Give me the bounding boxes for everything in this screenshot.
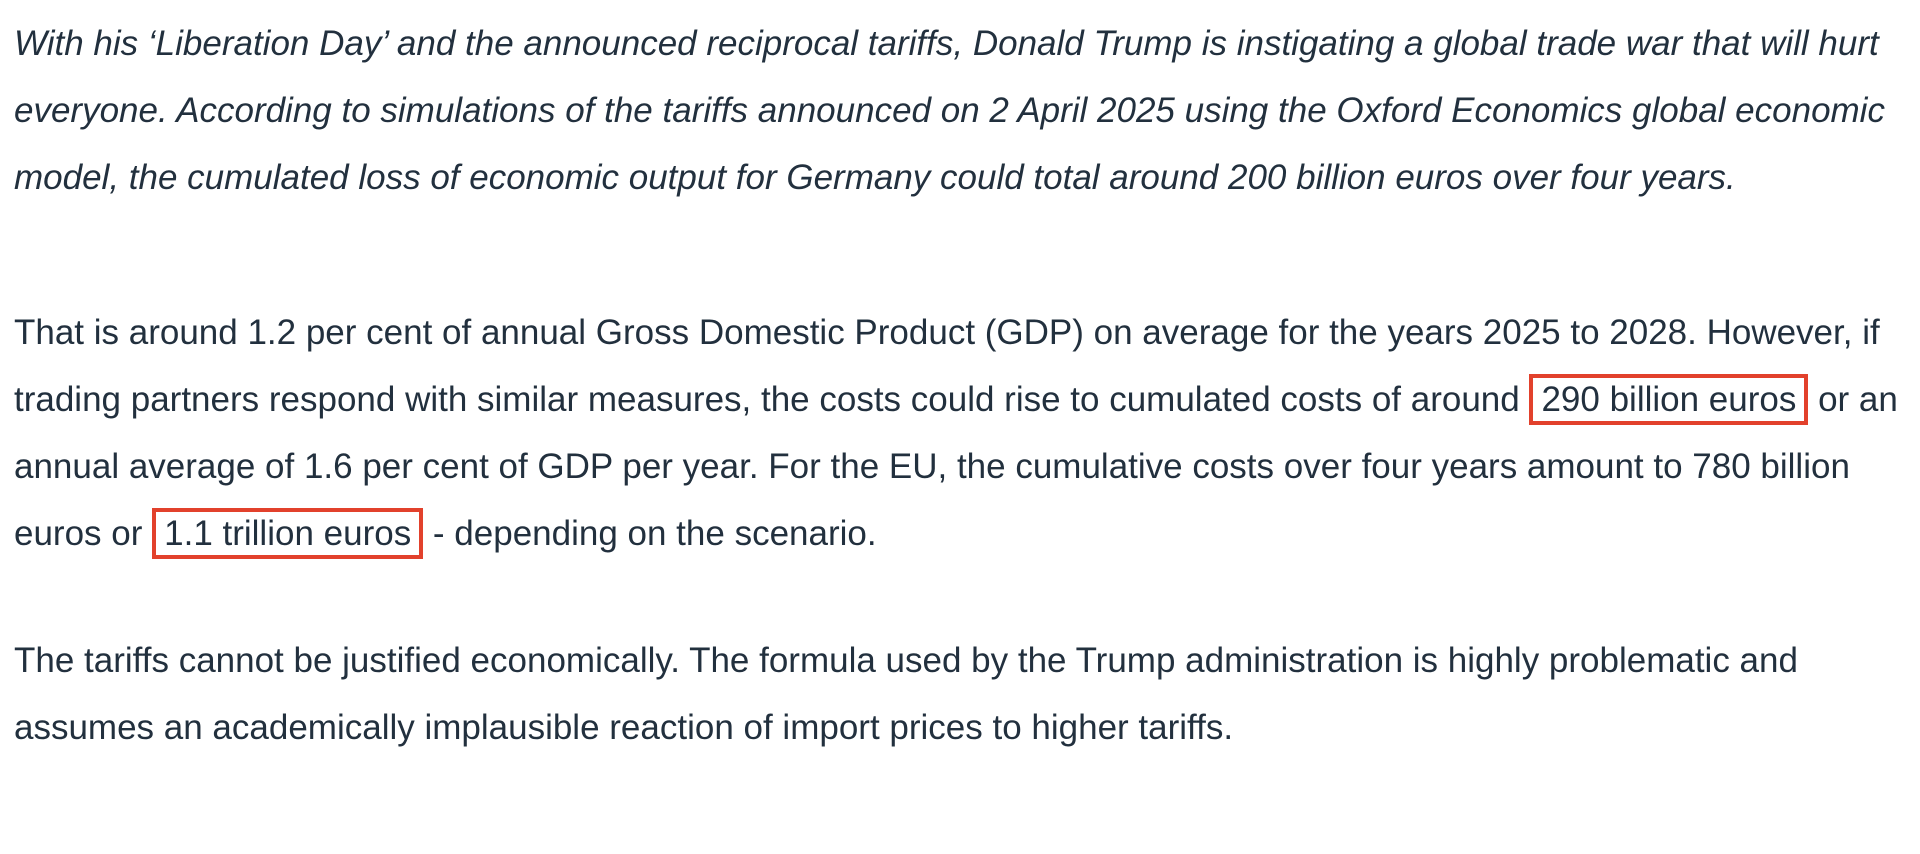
highlight-box-290-billion-euros: 290 billion euros — [1529, 374, 1809, 425]
paragraph-costs-text-2: or an annual average of 1.6 per cent of … — [14, 380, 1898, 553]
paragraph-costs-text-1: That is around 1.2 per cent of annual Gr… — [14, 313, 1880, 419]
highlight-box-1-1-trillion-euros: 1.1 trillion euros — [152, 508, 424, 559]
article-body: With his ‘Liberation Day’ and the announ… — [14, 24, 1906, 747]
lead-paragraph: With his ‘Liberation Day’ and the announ… — [14, 24, 1885, 197]
paragraph-costs-text-3: - depending on the scenario. — [423, 514, 877, 553]
paragraph-costs: That is around 1.2 per cent of annual Gr… — [14, 299, 1906, 567]
paragraph-formula: The tariffs cannot be justified economic… — [14, 641, 1798, 747]
